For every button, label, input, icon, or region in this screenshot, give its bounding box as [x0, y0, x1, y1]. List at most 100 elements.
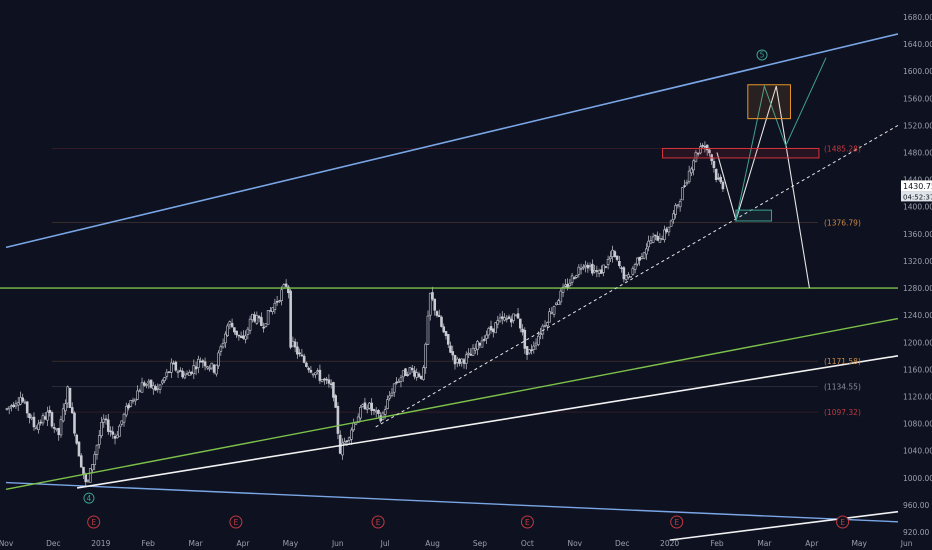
- candle-body: [550, 312, 554, 314]
- x-tick-label: Oct: [521, 539, 534, 548]
- earnings-marker-label: E: [376, 518, 381, 527]
- level-label-4: (1097.32): [824, 408, 861, 417]
- earnings-marker-circle: [87, 515, 101, 529]
- candle-body: [25, 401, 29, 414]
- candle-body: [59, 419, 63, 436]
- candle-body: [334, 395, 337, 408]
- candle: [406, 371, 410, 377]
- candle-body: [266, 310, 270, 325]
- candle-body: [167, 371, 171, 374]
- candle-body: [624, 275, 628, 280]
- candle: [482, 335, 486, 342]
- candle: [237, 334, 241, 341]
- candle-body: [309, 369, 313, 373]
- earnings-marker[interactable]: E: [670, 515, 684, 529]
- candle: [591, 259, 594, 276]
- candle: [61, 403, 65, 423]
- candle-body: [221, 342, 225, 348]
- candle: [404, 368, 407, 377]
- x-tick-label: Apr: [237, 539, 251, 548]
- earnings-marker[interactable]: E: [520, 515, 534, 529]
- red-resistance-zone: [661, 147, 820, 159]
- candle-body: [505, 318, 509, 320]
- candle: [440, 315, 443, 328]
- countdown-bg: [901, 191, 932, 202]
- candle-body: [161, 380, 164, 384]
- candle: [613, 249, 617, 258]
- white-bottom-line: [669, 510, 899, 541]
- candle-body: [530, 349, 533, 352]
- earnings-marker[interactable]: E: [87, 515, 101, 529]
- price-axis[interactable]: 920.00 960.00 1000.00 1040.00 1080.00 1120.00…: [903, 13, 932, 537]
- candle: [489, 320, 493, 334]
- candle-body: [233, 327, 236, 333]
- candle-body: [534, 342, 538, 346]
- candle-body: [397, 381, 401, 383]
- earnings-marker-circle: [371, 515, 385, 529]
- candle-body: [246, 328, 250, 335]
- candle: [667, 226, 671, 236]
- candle: [705, 144, 709, 156]
- earnings-marker-label: E: [91, 518, 96, 527]
- candle-body: [127, 404, 130, 409]
- candle-body: [381, 412, 385, 420]
- candle-body: [419, 375, 423, 379]
- y-tick-label: 1400.00: [903, 203, 932, 212]
- candle-body: [424, 343, 428, 369]
- candle: [388, 391, 392, 401]
- candle: [300, 348, 304, 357]
- candle-body: [516, 313, 520, 319]
- candle-body: [138, 390, 142, 393]
- candle-body: [642, 252, 646, 259]
- candle: [318, 364, 322, 384]
- candle: [683, 179, 686, 188]
- candle-body: [365, 407, 369, 410]
- candle: [305, 361, 308, 368]
- earnings-marker[interactable]: E: [371, 515, 385, 529]
- candle-body: [435, 311, 439, 316]
- candle: [674, 203, 677, 219]
- candle-body: [165, 371, 169, 377]
- candle: [79, 453, 83, 468]
- candle-body: [714, 168, 718, 180]
- candle: [609, 251, 612, 263]
- candle: [298, 348, 301, 357]
- candle: [287, 285, 290, 299]
- candle: [165, 368, 169, 380]
- candle: [424, 342, 428, 374]
- candle-body: [192, 365, 196, 375]
- candle-body: [496, 320, 500, 325]
- candle-body: [559, 290, 563, 303]
- candle: [248, 315, 252, 335]
- candle: [417, 371, 421, 379]
- candle-body: [433, 298, 437, 311]
- candle: [106, 413, 110, 435]
- candle-body: [532, 345, 536, 350]
- candle-body: [190, 371, 193, 374]
- level-labels: (1485.28) (1376.79) (1171.58) (1134.55) (109…: [824, 144, 861, 417]
- candle: [687, 165, 691, 184]
- wave-label-text: 4: [87, 494, 92, 503]
- candle-body: [460, 358, 464, 363]
- earnings-marker[interactable]: E: [836, 515, 850, 529]
- candle-body: [368, 402, 371, 409]
- candle: [208, 365, 211, 372]
- candle: [433, 298, 437, 316]
- candle-body: [219, 346, 223, 352]
- candle: [543, 320, 547, 328]
- candle-body: [82, 466, 85, 475]
- candle-body: [546, 322, 549, 327]
- candle-body: [570, 275, 574, 283]
- candle: [615, 255, 619, 262]
- candle: [260, 312, 263, 327]
- earnings-marker[interactable]: E: [229, 515, 243, 529]
- white-support-line: [76, 355, 899, 489]
- candle: [663, 225, 666, 243]
- candle-body: [64, 403, 67, 412]
- earnings-marker-label: E: [840, 518, 845, 527]
- time-axis[interactable]: Nov Dec 2019 Feb Mar Apr May Jun Jul Aug Sep Oct Nov…: [0, 539, 913, 548]
- candle: [88, 468, 92, 483]
- candle-body: [95, 444, 99, 455]
- candle: [365, 404, 369, 414]
